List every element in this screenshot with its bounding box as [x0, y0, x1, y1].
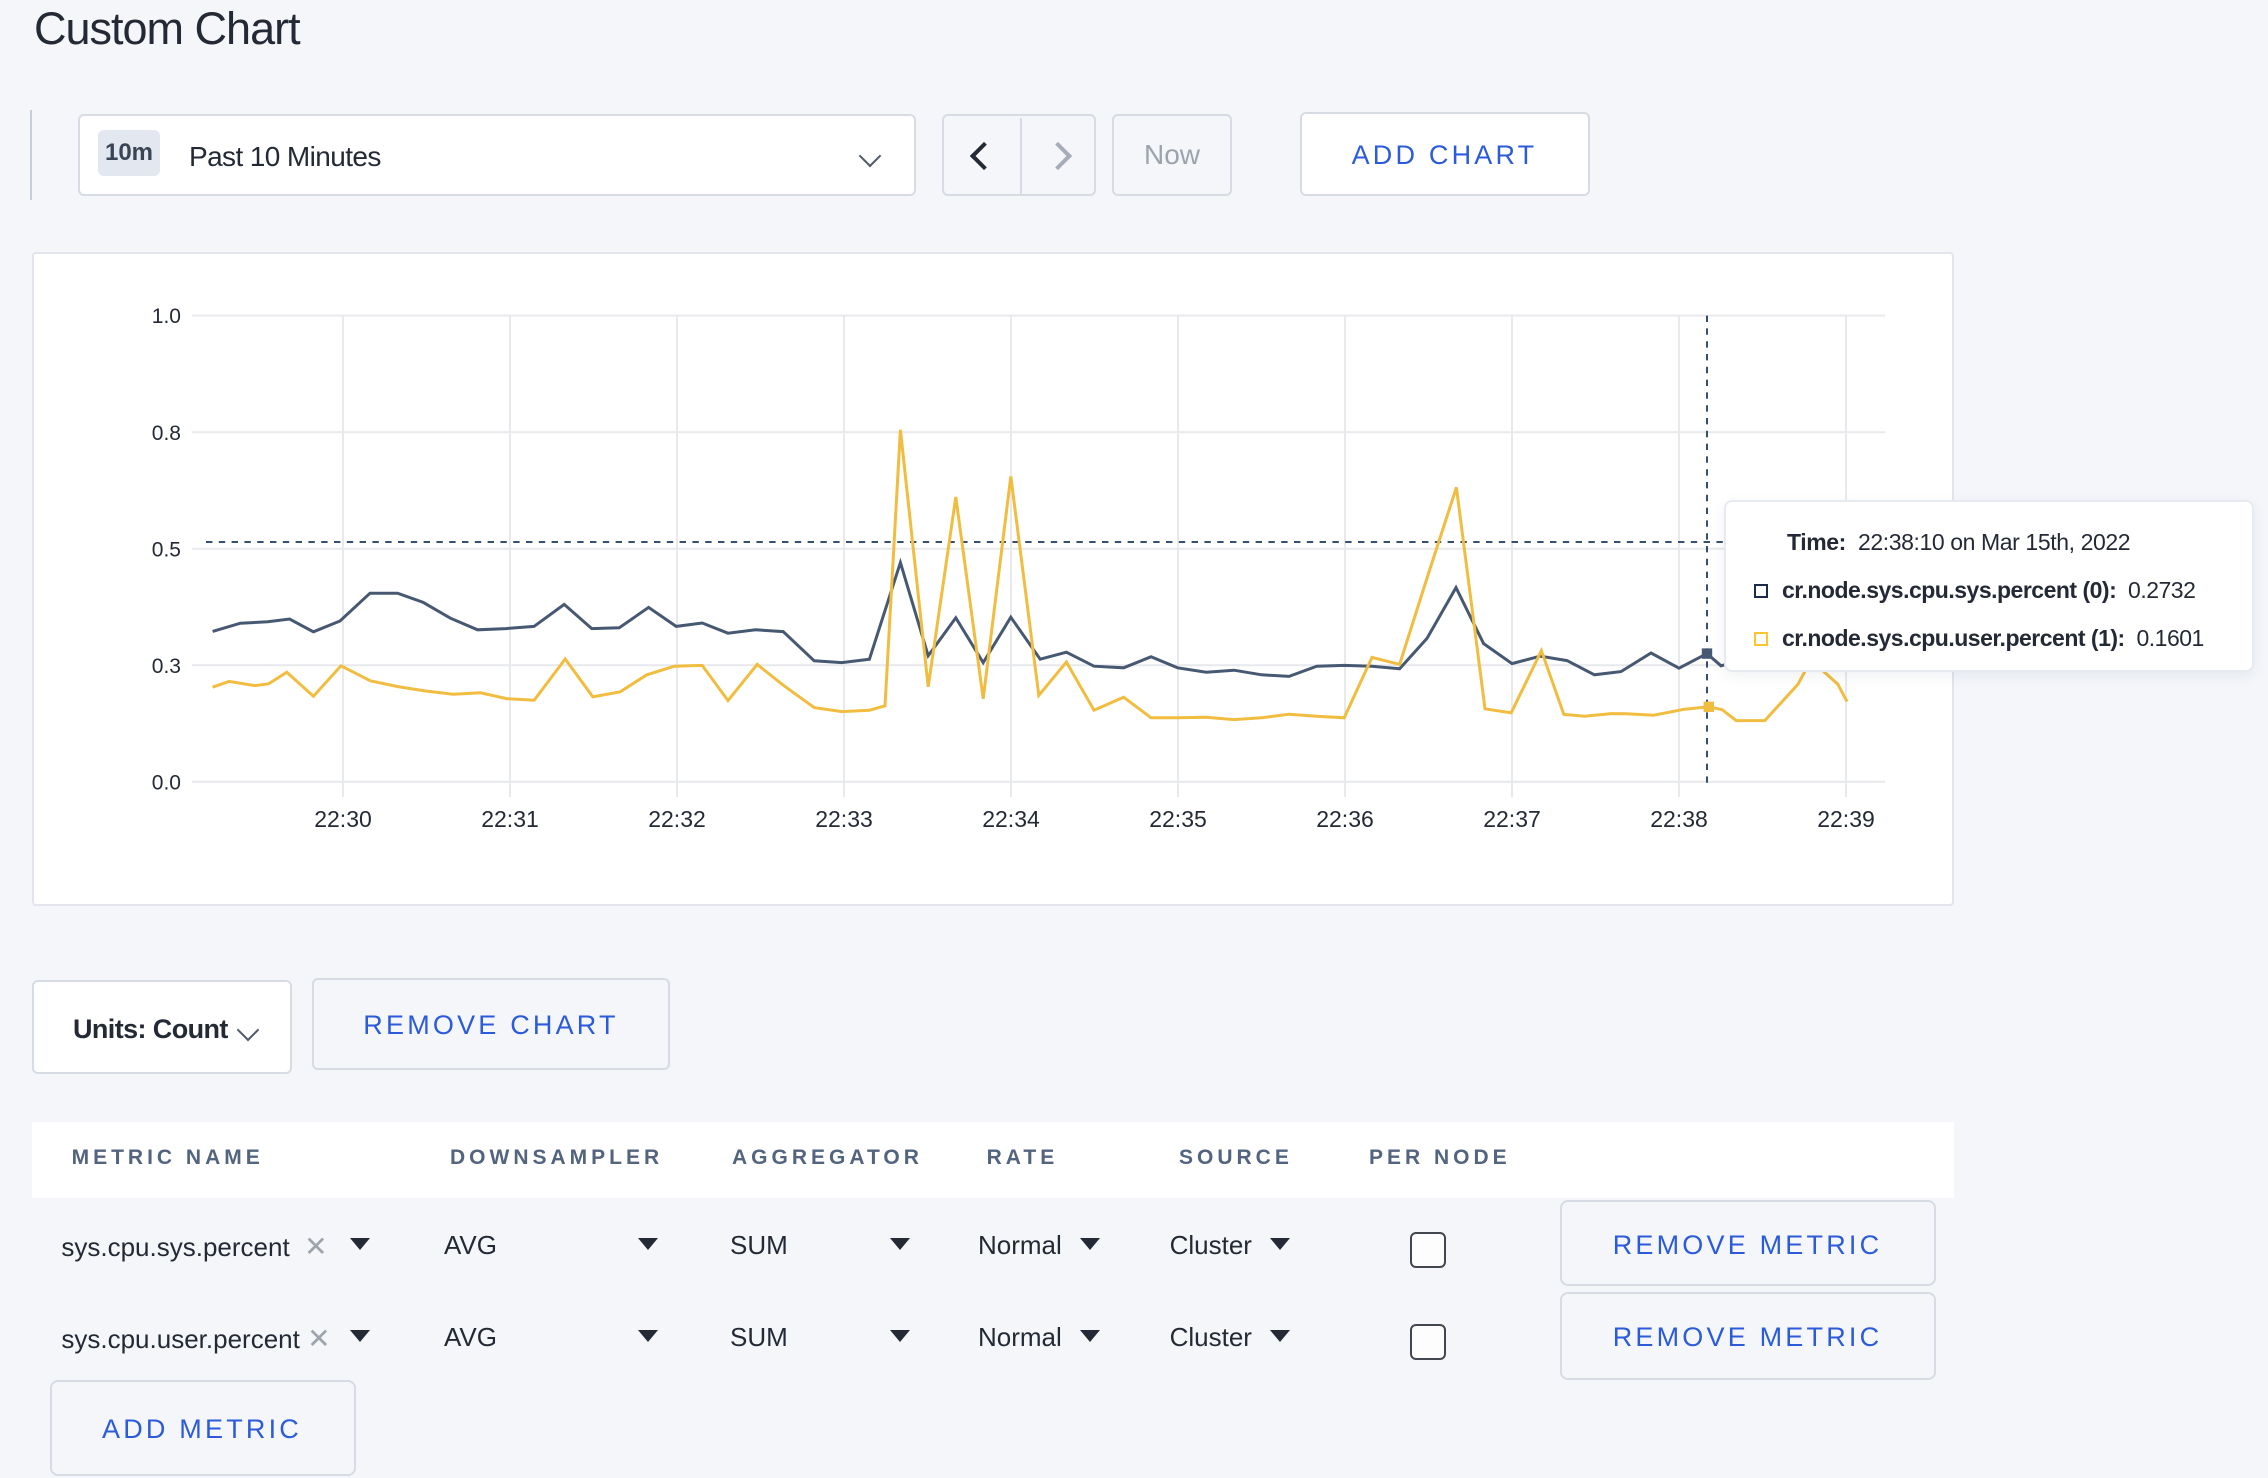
svg-text:22:30: 22:30 [313, 806, 371, 832]
svg-text:22:38: 22:38 [1649, 806, 1707, 832]
svg-text:0.5: 0.5 [151, 538, 180, 561]
svg-text:22:33: 22:33 [814, 806, 872, 832]
svg-text:0.8: 0.8 [151, 422, 180, 445]
svg-text:0.3: 0.3 [151, 655, 180, 678]
svg-text:22:34: 22:34 [981, 806, 1039, 832]
svg-text:22:32: 22:32 [647, 806, 705, 832]
svg-text:0.0: 0.0 [151, 771, 180, 794]
svg-text:22:31: 22:31 [480, 806, 538, 832]
svg-text:22:37: 22:37 [1482, 806, 1540, 832]
svg-text:22:35: 22:35 [1148, 806, 1206, 832]
svg-text:22:39: 22:39 [1816, 806, 1874, 832]
svg-text:22:36: 22:36 [1315, 806, 1373, 832]
svg-text:1.0: 1.0 [151, 305, 180, 328]
